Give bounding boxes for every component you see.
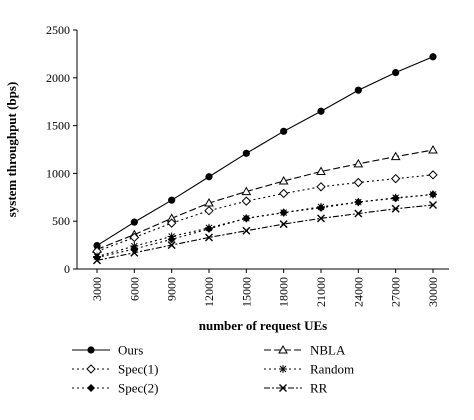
y-axis-title: system throughput (bps) [4,82,19,218]
x-tick-label: 24000 [351,277,365,307]
marker-triangle [316,166,326,175]
marker-diamond-filled [429,190,437,199]
marker-cross [279,220,288,229]
legend-item-ours: Ours [72,343,143,358]
legend-label: RR [310,381,328,396]
marker-circle [429,53,437,61]
y-tick-label: 0 [64,262,70,276]
marker-diamond-filled [317,203,325,212]
marker-diamond-filled [391,194,400,203]
marker-cross [317,214,325,223]
marker-diamond-open [204,205,214,216]
series-ours [93,53,437,250]
marker-circle [168,196,176,204]
marker-circle [242,149,250,157]
chart-axes [73,29,449,273]
marker-circle [280,127,288,135]
marker-diamond-open [353,177,364,188]
marker-cross [205,233,213,242]
marker-diamond-filled [354,198,363,207]
marker-circle [354,86,362,94]
marker-diamond-open [316,182,326,192]
series-line-spec-1 [96,174,434,252]
marker-triangle [353,158,364,168]
legend-item-nbla: NBLA [264,343,346,358]
legend-label: Spec(1) [118,362,158,377]
x-tick-label: 15000 [239,277,253,307]
marker-circle [317,107,325,115]
marker-cross [242,226,251,235]
marker-diamond-open [166,218,177,228]
y-tick-label: 2000 [46,71,70,85]
legend-label: Ours [118,343,143,358]
legend-label: Random [310,362,354,377]
x-tick-label: 12000 [202,277,216,307]
marker-circle [87,346,95,354]
marker-triangle [241,186,252,196]
x-tick-label: 18000 [277,277,291,307]
series-line-spec-2 [96,193,434,259]
marker-diamond-filled [279,208,288,217]
legend-item-spec-2: Spec(2) [72,381,158,396]
x-tick-label: 9000 [165,277,179,301]
series-layer [92,53,438,265]
marker-diamond-open [278,188,289,199]
x-tick-label: 21000 [314,277,328,307]
y-tick-label: 1500 [46,119,70,133]
marker-diamond-filled [167,235,176,244]
legend-item-rr: RR [264,381,328,396]
marker-triangle [278,176,289,185]
marker-triangle [390,151,401,161]
y-tick-label: 500 [52,214,70,228]
legend-label: Spec(2) [118,381,158,396]
marker-cross [93,256,101,265]
series-rr [93,200,437,265]
x-tick-label: 27000 [389,277,403,307]
y-tick-label: 1000 [46,166,70,180]
marker-diamond-open [241,196,252,206]
tick-labels: 0 500 1000 1500 2000 2500 3000 6000 9000 12000 150… [46,23,440,307]
marker-diamond-filled [87,384,95,392]
marker-diamond-open [390,173,401,184]
y-tick-label: 2500 [46,23,70,37]
marker-star [279,365,287,373]
marker-cross [354,209,363,218]
legend-item-spec-1: Spec(1) [72,362,158,377]
series-line-rr [96,204,434,261]
marker-cross [167,241,176,250]
marker-cross [279,384,287,392]
series-nbla [92,144,438,253]
marker-triangle [428,144,438,154]
marker-diamond-filled [205,224,213,233]
marker-circle [130,218,138,226]
series-random [93,190,437,261]
chart-legend: Ours Spec(1) Spec(2) NBLA Random RR [72,343,354,396]
marker-circle [205,173,213,181]
marker-circle [392,68,400,77]
marker-cross [391,204,400,213]
marker-diamond-filled [242,214,251,223]
series-line-ours [96,56,434,247]
legend-label: NBLA [310,343,346,358]
x-tick-label: 6000 [127,277,141,301]
x-tick-label: 30000 [426,277,440,307]
marker-cross [130,248,139,257]
series-line-nbla [96,149,434,250]
series-spec-1 [92,170,438,257]
marker-diamond-open [129,232,140,243]
marker-diamond-open [428,170,438,180]
marker-cross [429,200,437,209]
marker-triangle [278,344,288,354]
series-line-random [96,193,434,258]
marker-diamond-open [86,364,96,374]
x-tick-label: 3000 [90,277,104,301]
x-axis-title: number of request UEs [199,318,327,333]
legend-item-random: Random [264,362,354,377]
